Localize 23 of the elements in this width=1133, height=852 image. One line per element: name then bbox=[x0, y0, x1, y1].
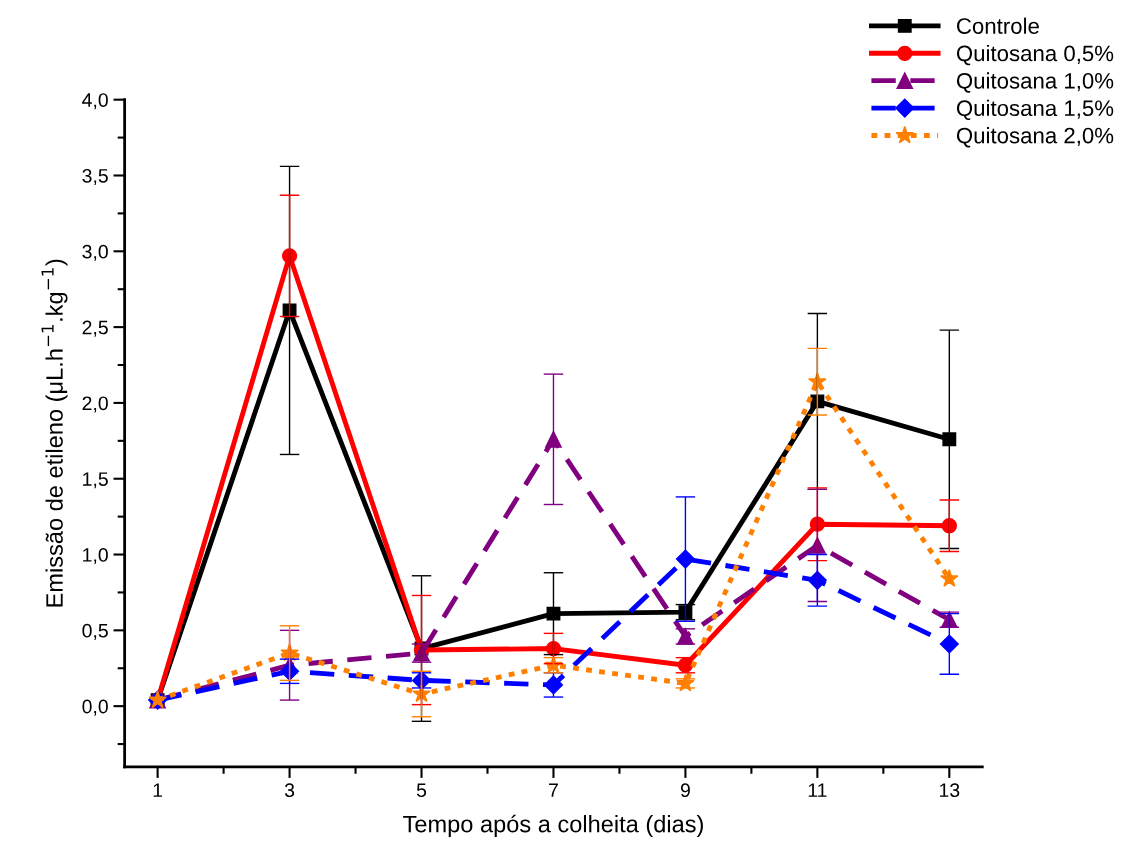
x-tick-label: 11 bbox=[808, 783, 827, 797]
y-tick-label: 2,5 bbox=[82, 320, 108, 337]
x-tick-label: 13 bbox=[939, 783, 960, 798]
x-tick-label: 1 bbox=[153, 783, 163, 797]
y-tick-label: 1,0 bbox=[83, 548, 108, 565]
y-tick-label: 3,5 bbox=[82, 168, 108, 186]
legend-label: Quitosana 1,0% bbox=[956, 72, 1114, 93]
x-tick-label: 5 bbox=[416, 783, 427, 798]
legend-label: Quitosana 1,5% bbox=[956, 99, 1114, 121]
y-axis-title: Emissão de etileno (μL.h$^{−1}$.kg$^{−1}$) bbox=[41, 259, 68, 607]
x-tick-label: 7 bbox=[549, 783, 558, 797]
y-tick-label: 0,0 bbox=[82, 699, 108, 716]
x-tick-label: 9 bbox=[680, 783, 690, 798]
y-tick-label: 2,0 bbox=[82, 396, 108, 413]
y-tick-label: 0,5 bbox=[82, 623, 108, 640]
x-tick-label: 3 bbox=[284, 783, 295, 798]
legend-label: Controle bbox=[957, 17, 1039, 34]
y-tick-label: 4,0 bbox=[82, 93, 108, 110]
y-tick-label: 3,0 bbox=[82, 244, 108, 261]
x-axis-title: Tempo após a colheita (dias) bbox=[403, 814, 703, 838]
legend-label: Quitosana 0,5% bbox=[956, 44, 1114, 66]
legend-label: Quitosana 2,0% bbox=[956, 127, 1114, 148]
y-tick-label: 1,5 bbox=[83, 472, 108, 489]
